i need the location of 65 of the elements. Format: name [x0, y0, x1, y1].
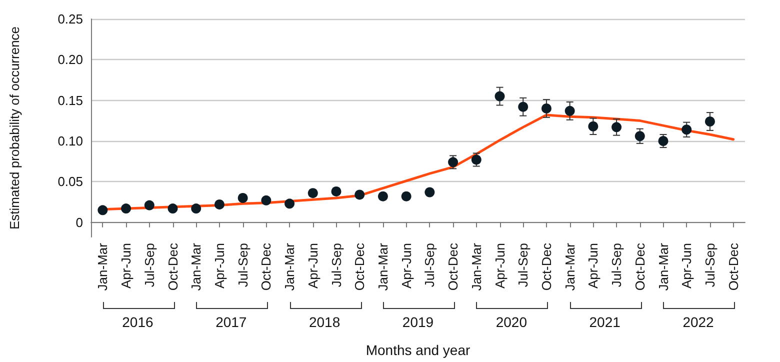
text: 2017: [216, 314, 247, 330]
x-tick-label: Jul-Sep: [702, 243, 718, 288]
text: 2020: [496, 314, 527, 330]
point: [424, 187, 435, 198]
point: [121, 204, 132, 214]
text: 2016: [122, 314, 154, 330]
point: [191, 204, 202, 214]
point: [378, 191, 388, 202]
y-axis-title: Estimated probability of occurrence: [7, 26, 22, 230]
x-tick-label: Jan-Mar: [188, 242, 204, 291]
text: 2018: [308, 314, 340, 330]
y-tick-label: 0.05: [58, 174, 83, 190]
point: [518, 102, 528, 112]
x-tick-label: Jan-Mar: [468, 242, 484, 291]
text: 2019: [402, 314, 434, 330]
x-tick-label: Jul-Sep: [516, 243, 531, 288]
x-tick-label: Apr-Jun: [492, 243, 508, 289]
point: [144, 200, 154, 210]
y-tick-label: 0: [76, 214, 83, 230]
x-tick-label: Oct-Dec: [165, 242, 180, 291]
point: [401, 191, 412, 202]
y-tick-label: 0.10: [58, 134, 83, 149]
point: [354, 190, 365, 200]
x-tick-label: Oct-Dec: [632, 242, 648, 291]
text: 2022: [682, 314, 714, 330]
point: [612, 122, 622, 132]
x-tick-label: Apr-Jun: [398, 243, 414, 289]
x-tick-label: Apr-Jun: [679, 243, 694, 289]
point: [704, 116, 715, 126]
point: [564, 106, 575, 116]
point: [168, 204, 178, 214]
x-tick-label: Jul-Sep: [235, 243, 250, 288]
x-tick-label: Apr-Jun: [305, 243, 320, 289]
point: [494, 91, 505, 102]
point: [588, 121, 598, 132]
point: [471, 154, 482, 165]
point: [541, 103, 552, 114]
x-axis-title: Months and year: [366, 342, 470, 358]
x-tick-label: Jul-Sep: [142, 243, 157, 288]
x-tick-label: Jan-Mar: [95, 242, 110, 291]
point: [261, 195, 272, 206]
x-tick-label: Jul-Sep: [609, 243, 624, 288]
x-tick-label: Oct-Dec: [258, 242, 274, 291]
y-tick-label: 0.25: [58, 12, 83, 26]
x-tick-label: Jul-Sep: [422, 243, 438, 288]
x-tick-label: Oct-Dec: [538, 242, 554, 291]
x-tick-label: Jul-Sep: [328, 243, 344, 288]
point: [634, 131, 645, 142]
x-tick-label: Oct-Dec: [446, 242, 461, 291]
point: [682, 124, 692, 135]
x-tick-label: Apr-Jun: [586, 243, 601, 289]
x-tick-label: Apr-Jun: [212, 243, 227, 289]
point: [98, 205, 108, 216]
point: [214, 199, 224, 210]
y-tick-label: 0.15: [58, 92, 83, 108]
x-tick-label: Jan-Mar: [656, 242, 671, 291]
x-tick-label: Jan-Mar: [282, 242, 298, 291]
x-tick-label: Oct-Dec: [726, 242, 741, 291]
x-tick-label: Jan-Mar: [562, 242, 578, 291]
x-tick-label: Oct-Dec: [352, 242, 368, 291]
x-tick-label: Apr-Jun: [118, 243, 134, 289]
text: 2021: [589, 314, 620, 330]
point: [284, 198, 295, 209]
y-tick-label: 0.20: [58, 52, 83, 68]
x-tick-label: Jan-Mar: [375, 242, 390, 291]
